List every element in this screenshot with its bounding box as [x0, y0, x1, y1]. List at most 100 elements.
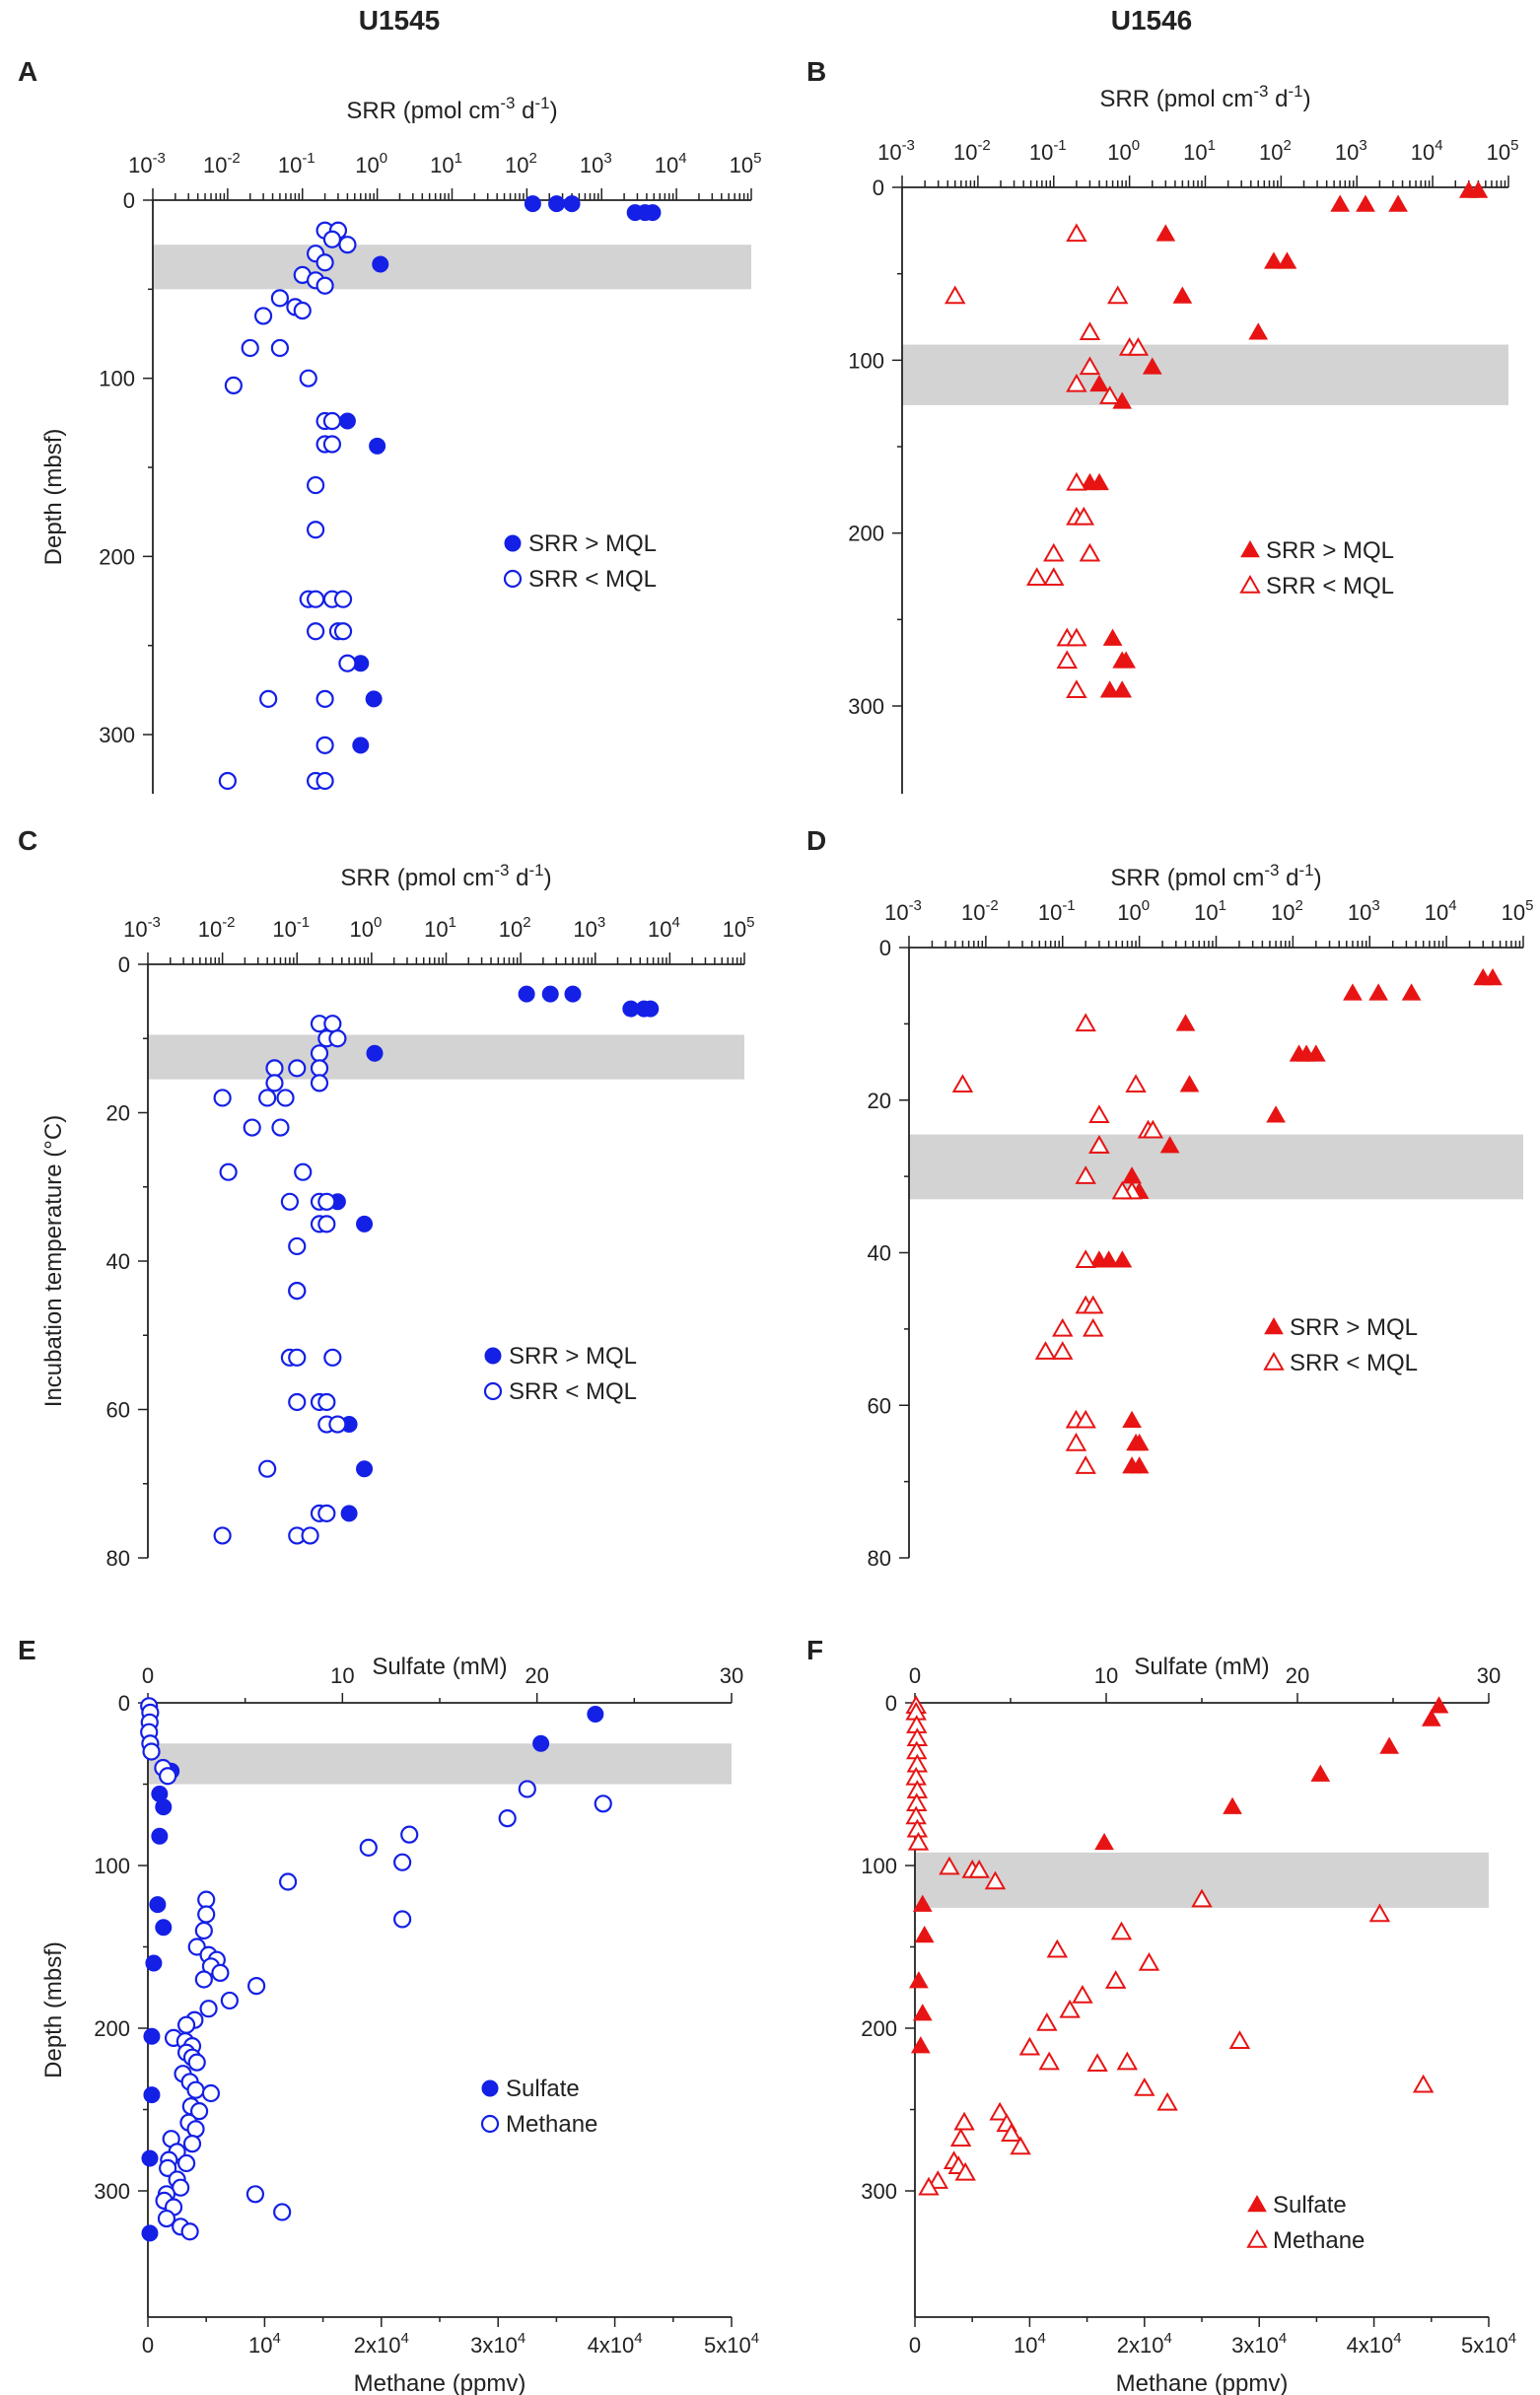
marker-methane-48 — [176, 2153, 196, 2173]
x-tick-label: 100 — [355, 150, 387, 177]
marker-srr-mql-2 — [1343, 983, 1363, 1001]
marker-srr-mql-19 — [1112, 680, 1133, 698]
marker-methane-25 — [1018, 2036, 1041, 2056]
marker-srr-mql-1 — [323, 1015, 342, 1033]
x-bottom-tick-label: 2x104 — [1117, 2330, 1172, 2358]
marker-srr-mql-4 — [1388, 194, 1408, 212]
marker-methane-7 — [159, 1767, 177, 1786]
x-tick-label: 103 — [1335, 137, 1367, 165]
marker-srr-mql-5 — [1175, 1014, 1196, 1031]
marker-methane-21 — [1104, 1970, 1127, 1989]
marker-srr-mql-11 — [1089, 374, 1109, 392]
marker-methane-36 — [1001, 2123, 1022, 2142]
x-axis-title: SRR (pmol cm-3 d-1) — [1099, 82, 1310, 112]
marker-methane-43 — [918, 2176, 940, 2196]
marker-srr-mql-5 — [1127, 337, 1150, 356]
marker-srr-mql-1 — [541, 985, 559, 1003]
x-top-axis-title: Sulfate (mM) — [372, 1654, 507, 1680]
x-bottom-tick-label: 3x104 — [1231, 2330, 1287, 2358]
x-bottom-tick-label: 4x104 — [1347, 2330, 1402, 2358]
marker-legend-srr-mql-0 — [1240, 539, 1260, 558]
site-title-right: U1546 — [1111, 5, 1193, 35]
marker-srr-mql-9 — [270, 289, 290, 308]
marker-srr-mql-18 — [1099, 680, 1120, 698]
marker-sulfate-8 — [909, 1971, 929, 1989]
marker-srr-mql-19 — [1129, 1433, 1150, 1451]
y-tick-label: 300 — [861, 2179, 897, 2204]
marker-methane-13 — [393, 1853, 412, 1871]
x-tick-label: 105 — [1502, 897, 1534, 925]
marker-methane-37 — [949, 2128, 972, 2147]
marker-sulfate-6 — [912, 1894, 933, 1912]
x-bottom-tick-label: 0 — [909, 2333, 921, 2358]
y-tick-label: 40 — [106, 1249, 130, 1274]
series-srr-mql — [1089, 967, 1503, 1474]
marker-srr-mql-5 — [310, 1059, 329, 1078]
x-top-tick-label: 30 — [720, 1663, 743, 1688]
marker-srr-mql-3 — [338, 236, 357, 254]
marker-methane-59 — [180, 2222, 199, 2241]
x-tick-label: 102 — [1259, 137, 1292, 165]
marker-srr-mql-10 — [356, 1460, 374, 1478]
marker-srr-mql-10 — [1111, 1180, 1134, 1200]
x-top-tick-label: 30 — [1477, 1663, 1501, 1688]
y-axis-title: Depth (mbsf) — [40, 429, 67, 566]
marker-methane-26 — [220, 1991, 239, 2010]
marker-srr-mql-15 — [1043, 567, 1065, 587]
marker-methane-56 — [273, 2203, 292, 2221]
marker-srr-mql-21 — [307, 475, 325, 495]
marker-srr-mql-2 — [1330, 194, 1351, 212]
marker-srr-mql-14 — [1025, 567, 1048, 587]
x-bottom-axis-title: Methane (ppmv) — [354, 2370, 526, 2395]
y-tick-label: 20 — [106, 1101, 130, 1126]
legend-label: SRR > MQL — [509, 1343, 637, 1370]
marker-srr-mql-32 — [315, 689, 334, 708]
marker-methane-35 — [187, 2053, 206, 2072]
marker-legend-srr-mql-0 — [1263, 1351, 1285, 1371]
marker-srr-mql-8 — [1172, 286, 1193, 304]
y-tick-label: 0 — [879, 936, 891, 960]
marker-srr-mql-11 — [293, 301, 312, 320]
marker-methane-38 — [186, 2080, 205, 2099]
x-tick-label: 10-1 — [1029, 137, 1067, 165]
marker-srr-mql-31 — [259, 689, 278, 708]
marker-srr-mql-8 — [315, 276, 334, 295]
x-bottom-tick-label: 5x104 — [704, 2330, 759, 2358]
marker-legend-srr-mql-0 — [503, 569, 523, 589]
x-tick-label: 10-3 — [877, 137, 915, 165]
marker-sulfate-7 — [914, 1925, 935, 1943]
x-tick-label: 10-1 — [1038, 897, 1076, 925]
marker-methane-26 — [1038, 2051, 1060, 2071]
legend-label: Sulfate — [506, 2076, 580, 2102]
highlight-band — [148, 1034, 744, 1080]
x-bottom-tick-label: 104 — [248, 2330, 281, 2358]
marker-srr-mql-16 — [224, 376, 243, 394]
series-methane — [905, 1695, 1435, 2196]
marker-methane-32 — [1412, 2074, 1435, 2093]
marker-srr-mql-19 — [1075, 1409, 1096, 1429]
panel-letter: B — [806, 56, 826, 87]
marker-srr-mql-9 — [1066, 471, 1087, 491]
marker-srr-mql-6 — [372, 255, 389, 273]
marker-methane-35 — [953, 2111, 975, 2131]
x-tick-label: 10-2 — [198, 914, 236, 942]
marker-srr-mql-2 — [563, 195, 581, 213]
marker-srr-mql-8 — [1296, 1044, 1316, 1062]
marker-srr-mql-11 — [352, 737, 370, 754]
marker-srr-mql-10 — [1142, 357, 1162, 375]
marker-srr-mql-17 — [1122, 1410, 1142, 1428]
marker-methane-16 — [1191, 1888, 1213, 1908]
marker-methane-31 — [1156, 2091, 1178, 2111]
marker-srr-mql-5 — [315, 253, 334, 272]
x-tick-label: 105 — [730, 150, 762, 177]
marker-srr-mql-11 — [340, 1505, 358, 1522]
marker-srr-mql-1 — [1483, 967, 1503, 986]
marker-methane-18 — [1110, 1921, 1133, 1940]
x-top-tick-label: 0 — [142, 1663, 154, 1688]
marker-sulfate-5 — [1094, 1832, 1114, 1851]
marker-srr-mql-6 — [1264, 251, 1284, 269]
marker-methane-17 — [1368, 1903, 1391, 1923]
marker-srr-mql-1 — [945, 285, 966, 305]
